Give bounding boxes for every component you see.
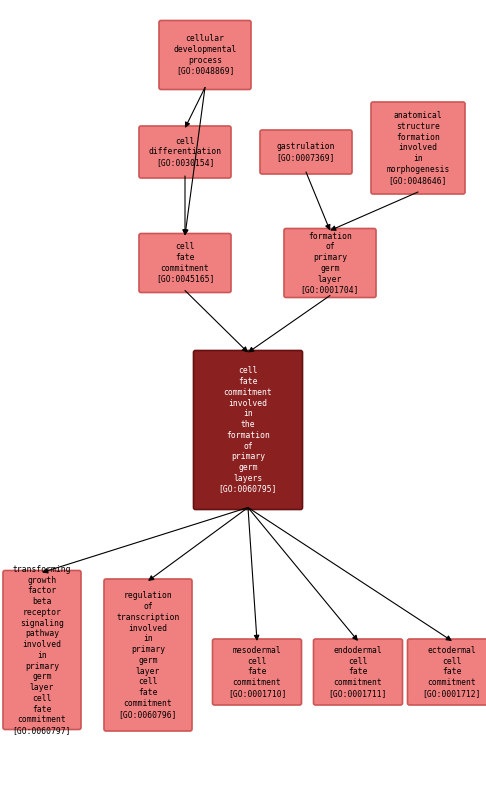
Text: formation
of
primary
germ
layer
[GO:0001704]: formation of primary germ layer [GO:0001…	[301, 232, 359, 295]
FancyBboxPatch shape	[159, 20, 251, 90]
FancyBboxPatch shape	[284, 229, 376, 297]
FancyBboxPatch shape	[3, 571, 81, 729]
Text: cellular
developmental
process
[GO:0048869]: cellular developmental process [GO:00488…	[174, 35, 237, 75]
FancyBboxPatch shape	[104, 579, 192, 731]
Text: ectodermal
cell
fate
commitment
[GO:0001712]: ectodermal cell fate commitment [GO:0001…	[423, 646, 481, 698]
Text: regulation
of
transcription
involved
in
primary
germ
layer
cell
fate
commitment
: regulation of transcription involved in …	[116, 591, 180, 718]
FancyBboxPatch shape	[407, 639, 486, 705]
Text: cell
fate
commitment
involved
in
the
formation
of
primary
germ
layers
[GO:006079: cell fate commitment involved in the for…	[219, 366, 277, 494]
Text: cell
differentiation
[GO:0030154]: cell differentiation [GO:0030154]	[148, 137, 222, 167]
FancyBboxPatch shape	[212, 639, 301, 705]
Text: endodermal
cell
fate
commitment
[GO:0001711]: endodermal cell fate commitment [GO:0001…	[329, 646, 387, 698]
FancyBboxPatch shape	[139, 126, 231, 178]
Text: transforming
growth
factor
beta
receptor
signaling
pathway
involved
in
primary
g: transforming growth factor beta receptor…	[13, 565, 71, 735]
Text: anatomical
structure
formation
involved
in
morphogenesis
[GO:0048646]: anatomical structure formation involved …	[386, 112, 450, 185]
FancyBboxPatch shape	[313, 639, 402, 705]
Text: gastrulation
[GO:0007369]: gastrulation [GO:0007369]	[277, 142, 335, 162]
FancyBboxPatch shape	[193, 351, 302, 509]
FancyBboxPatch shape	[371, 102, 465, 194]
FancyBboxPatch shape	[260, 130, 352, 174]
Text: mesodermal
cell
fate
commitment
[GO:0001710]: mesodermal cell fate commitment [GO:0001…	[228, 646, 286, 698]
Text: cell
fate
commitment
[GO:0045165]: cell fate commitment [GO:0045165]	[156, 242, 214, 284]
FancyBboxPatch shape	[139, 233, 231, 292]
